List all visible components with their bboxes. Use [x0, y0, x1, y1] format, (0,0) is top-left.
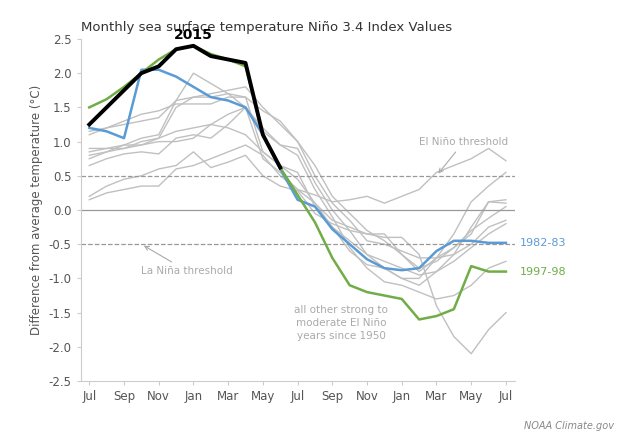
- Text: La Niña threshold: La Niña threshold: [141, 246, 233, 276]
- Text: 1982-83: 1982-83: [520, 238, 566, 248]
- Text: Monthly sea surface temperature Niño 3.4 Index Values: Monthly sea surface temperature Niño 3.4…: [81, 21, 452, 34]
- Text: El Niño threshold: El Niño threshold: [419, 137, 508, 173]
- Text: 1997-98: 1997-98: [520, 267, 567, 277]
- Y-axis label: Difference from average temperature (°C): Difference from average temperature (°C): [30, 85, 43, 335]
- Text: 2015: 2015: [174, 29, 213, 42]
- Text: NOAA Climate.gov: NOAA Climate.gov: [524, 421, 614, 431]
- Text: all other strong to
moderate El Niño
years since 1950: all other strong to moderate El Niño yea…: [294, 305, 388, 341]
